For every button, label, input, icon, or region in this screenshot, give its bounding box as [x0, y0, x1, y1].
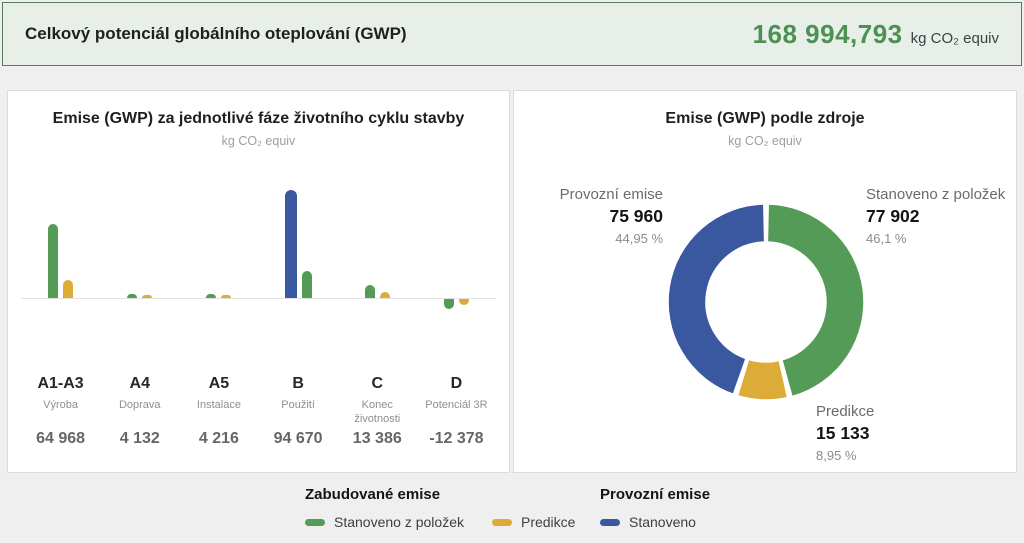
bar-D-predikce[interactable] — [458, 298, 469, 305]
donut-slice-predikce[interactable] — [736, 358, 789, 401]
legend-item-stanoveno[interactable]: Stanoveno — [600, 514, 696, 530]
bar-C-stanoveno-z-položek[interactable] — [364, 284, 375, 298]
legend-swatch-yellow — [491, 518, 512, 526]
bar-group-B — [259, 189, 338, 330]
bar-group-A5 — [179, 190, 258, 330]
donut-slice-stanoveno-z-položek[interactable] — [766, 203, 865, 398]
legend-group-title: Provozní emise — [600, 486, 711, 503]
bar-chart-panel: Emise (GWP) za jednotlivé fáze životního… — [7, 90, 510, 473]
legend-item-label: Stanoveno — [629, 514, 696, 530]
bar-chart-unit: kg CO₂ equiv — [221, 134, 296, 148]
phase-total: 4 132 — [119, 430, 160, 447]
phase-code: A4 — [129, 375, 150, 392]
donut-chart-unit: kg CO₂ equiv — [728, 134, 802, 148]
phase-name: Potenciál 3R — [425, 399, 488, 411]
donut-chart-panel: Emise (GWP) podle zdroje kg CO₂ equiv Pr… — [513, 90, 1017, 473]
legend-item-predikce[interactable]: Predikce — [491, 514, 576, 530]
donut-chart-title: Emise (GWP) podle zdroje — [665, 110, 865, 127]
phase-code: C — [371, 375, 384, 392]
donut-slice-provozní-emise[interactable] — [667, 203, 766, 396]
phase-code: D — [450, 375, 463, 392]
phase-name: Instalace — [196, 399, 241, 411]
total-gwp: 168 994,793 kg CO₂ equiv — [753, 19, 999, 50]
phase-total: 94 670 — [273, 430, 323, 447]
annotation-percent: 8,95 % — [816, 448, 857, 463]
bar-chart-plot-area — [21, 189, 496, 330]
legend-item-stanoveno-z-polozek[interactable]: Stanoveno z položek — [305, 514, 464, 530]
phase-name: Použití — [281, 399, 315, 411]
bar-chart-baseline — [21, 298, 496, 299]
bar-chart-category-labels: A1-A3 Výroba 64 968 A4 Doprava 4 132 A5 Instala… — [21, 374, 496, 448]
phase-name: Doprava — [118, 399, 161, 411]
phase-code: B — [292, 375, 304, 392]
phase-total: 4 216 — [198, 430, 239, 447]
bar-chart-title: Emise (GWP) za jednotlivé fáze životního… — [52, 110, 465, 127]
legend-group-zabudovane-emise: Zabudované emise Stanoveno z položek Pre… — [305, 486, 575, 530]
phase-total: 13 386 — [352, 430, 402, 447]
donut-annotation-provozni-emise: Provozní emise 75 960 44,95 % — [560, 185, 663, 249]
bar-C-predikce[interactable] — [379, 292, 390, 298]
annotation-percent: 44,95 % — [615, 231, 663, 246]
category-label-B: B Použití 94 670 — [259, 374, 338, 448]
category-label-A4: A4 Doprava 4 132 — [100, 374, 179, 448]
annotation-value: 77 902 — [866, 206, 920, 226]
bar-group-A4 — [100, 190, 179, 330]
annotation-value: 15 133 — [816, 423, 870, 443]
category-label-C: C Konec životnosti 13 386 — [338, 374, 417, 448]
annotation-label: Predikce — [816, 403, 875, 420]
total-gwp-unit: kg CO₂ equiv — [910, 29, 999, 47]
phase-code: A1-A3 — [37, 375, 84, 392]
legend-swatch-blue — [600, 518, 620, 526]
bar-group-D — [417, 190, 496, 330]
header-bar: Celkový potenciál globálního oteplování … — [2, 2, 1022, 66]
legend-item-label: Stanoveno z položek — [334, 514, 464, 530]
annotation-label: Stanoveno z položek — [866, 186, 1006, 203]
category-label-A5: A5 Instalace 4 216 — [179, 374, 258, 448]
donut-chart — [667, 203, 865, 401]
bar-A1-A3-predikce[interactable] — [63, 279, 74, 298]
bar-B-stanoveno[interactable] — [284, 189, 297, 298]
annotation-value: 75 960 — [609, 206, 663, 226]
legend-group-title: Zabudované emise — [305, 486, 441, 503]
annotation-percent: 46,1 % — [866, 231, 907, 246]
donut-annotation-stanoveno-z-polozek: Stanoveno z položek 77 902 46,1 % — [866, 185, 1005, 249]
bar-A4-predikce[interactable] — [142, 294, 153, 298]
phase-code: A5 — [208, 375, 230, 392]
category-label-A1-A3: A1-A3 Výroba 64 968 — [21, 374, 100, 448]
legend-item-label: Predikce — [520, 514, 576, 530]
bar-A5-predikce[interactable] — [221, 294, 232, 298]
bar-B-stanoveno-z-položek[interactable] — [301, 271, 312, 298]
phase-total: 64 968 — [36, 430, 86, 447]
phase-name: Konec životnosti — [354, 399, 401, 425]
phase-total: -12 378 — [429, 430, 484, 447]
category-label-D: D Potenciál 3R -12 378 — [417, 374, 496, 448]
bar-D-stanoveno-z-položek[interactable] — [443, 298, 454, 310]
legend-swatch-green — [305, 518, 325, 526]
bar-A4-stanoveno-z-položek[interactable] — [127, 294, 138, 298]
page-title: Celkový potenciál globálního oteplování … — [25, 24, 407, 43]
bar-group-C — [338, 190, 417, 330]
bar-A1-A3-stanoveno-z-položek[interactable] — [48, 224, 59, 298]
bar-group-A1-A3 — [21, 190, 100, 330]
donut-annotation-predikce: Predikce 15 133 8,95 % — [816, 402, 874, 466]
bar-A5-stanoveno-z-položek[interactable] — [206, 294, 217, 298]
legend-group-provozni-emise: Provozní emise Stanoveno — [600, 486, 710, 530]
phase-name: Výroba — [43, 399, 79, 411]
total-gwp-value: 168 994,793 — [752, 18, 903, 49]
annotation-label: Provozní emise — [559, 186, 663, 203]
